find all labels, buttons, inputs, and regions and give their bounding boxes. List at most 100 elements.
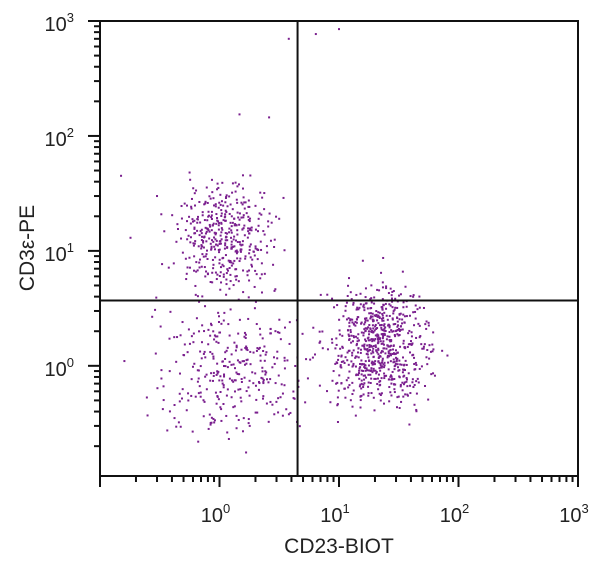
data-point [198, 330, 201, 333]
data-point [261, 196, 264, 199]
data-point [226, 366, 229, 369]
data-point [197, 440, 200, 443]
data-point [348, 325, 351, 328]
data-point [226, 346, 229, 349]
data-point [201, 324, 204, 327]
data-point [351, 340, 354, 343]
data-point [345, 301, 348, 304]
data-point [283, 356, 286, 359]
data-point [207, 210, 210, 213]
data-point [166, 429, 169, 432]
data-point [272, 263, 275, 266]
data-point [233, 217, 236, 220]
data-point [366, 369, 369, 372]
data-point [390, 339, 393, 342]
data-point [231, 208, 234, 211]
data-point [260, 291, 263, 294]
data-point [405, 315, 408, 318]
data-point [380, 377, 383, 380]
data-point [364, 369, 367, 372]
data-point [348, 349, 351, 352]
data-point [357, 333, 360, 336]
data-point [413, 363, 416, 366]
data-point [381, 342, 384, 345]
data-point [211, 258, 214, 261]
data-point [396, 317, 399, 320]
data-point [212, 374, 215, 377]
data-point [233, 259, 236, 262]
data-point [217, 370, 220, 373]
data-point [378, 392, 381, 395]
data-point [241, 228, 244, 231]
data-point [206, 272, 209, 275]
data-point [260, 213, 263, 216]
data-point [187, 234, 190, 237]
data-point [372, 330, 375, 333]
data-point [216, 372, 219, 375]
data-point [374, 323, 377, 326]
data-point [236, 201, 239, 204]
data-point [425, 356, 428, 359]
data-point [200, 265, 203, 268]
data-point [178, 400, 181, 403]
data-point [391, 330, 394, 333]
data-point [239, 249, 242, 252]
data-point [220, 221, 223, 224]
data-point [215, 340, 218, 343]
data-point [351, 321, 354, 324]
data-point [372, 361, 375, 364]
data-point [199, 350, 202, 353]
data-point [274, 330, 277, 333]
data-point [218, 379, 221, 382]
data-point [363, 363, 366, 366]
data-point [342, 360, 345, 363]
data-point [225, 349, 228, 352]
data-point [196, 295, 199, 298]
data-point [237, 418, 240, 421]
data-point [431, 343, 434, 346]
data-point [401, 270, 404, 273]
data-point [388, 345, 391, 348]
data-point [337, 358, 340, 361]
data-point [368, 324, 371, 327]
data-point [216, 273, 219, 276]
data-point [352, 336, 355, 339]
data-point [422, 345, 425, 348]
data-point [379, 369, 382, 372]
y-tick-label: 103 [45, 10, 74, 36]
data-point [359, 292, 362, 295]
data-point [256, 248, 259, 251]
data-point [400, 400, 403, 403]
data-point [256, 347, 259, 350]
data-point [224, 219, 227, 222]
data-point [214, 233, 217, 236]
data-point [394, 356, 397, 359]
data-point [361, 259, 364, 262]
data-point [197, 215, 200, 218]
data-point [195, 317, 198, 320]
data-point [393, 377, 396, 380]
data-point [294, 364, 297, 367]
data-point [269, 400, 272, 403]
data-point [374, 360, 377, 363]
data-point [339, 365, 342, 368]
data-point [365, 376, 368, 379]
data-point [154, 352, 157, 355]
data-point [234, 275, 237, 278]
data-point [217, 248, 220, 251]
data-point [278, 318, 281, 321]
data-point [414, 361, 417, 364]
data-point [222, 275, 225, 278]
data-point [219, 331, 222, 334]
data-point [413, 383, 416, 386]
data-point [357, 316, 360, 319]
data-point [200, 232, 203, 235]
data-point [226, 246, 229, 249]
data-point [243, 224, 246, 227]
data-point [265, 402, 268, 405]
data-point [387, 350, 390, 353]
data-point [352, 322, 355, 325]
data-point [186, 220, 189, 223]
data-point [256, 258, 259, 261]
data-point [386, 356, 389, 359]
